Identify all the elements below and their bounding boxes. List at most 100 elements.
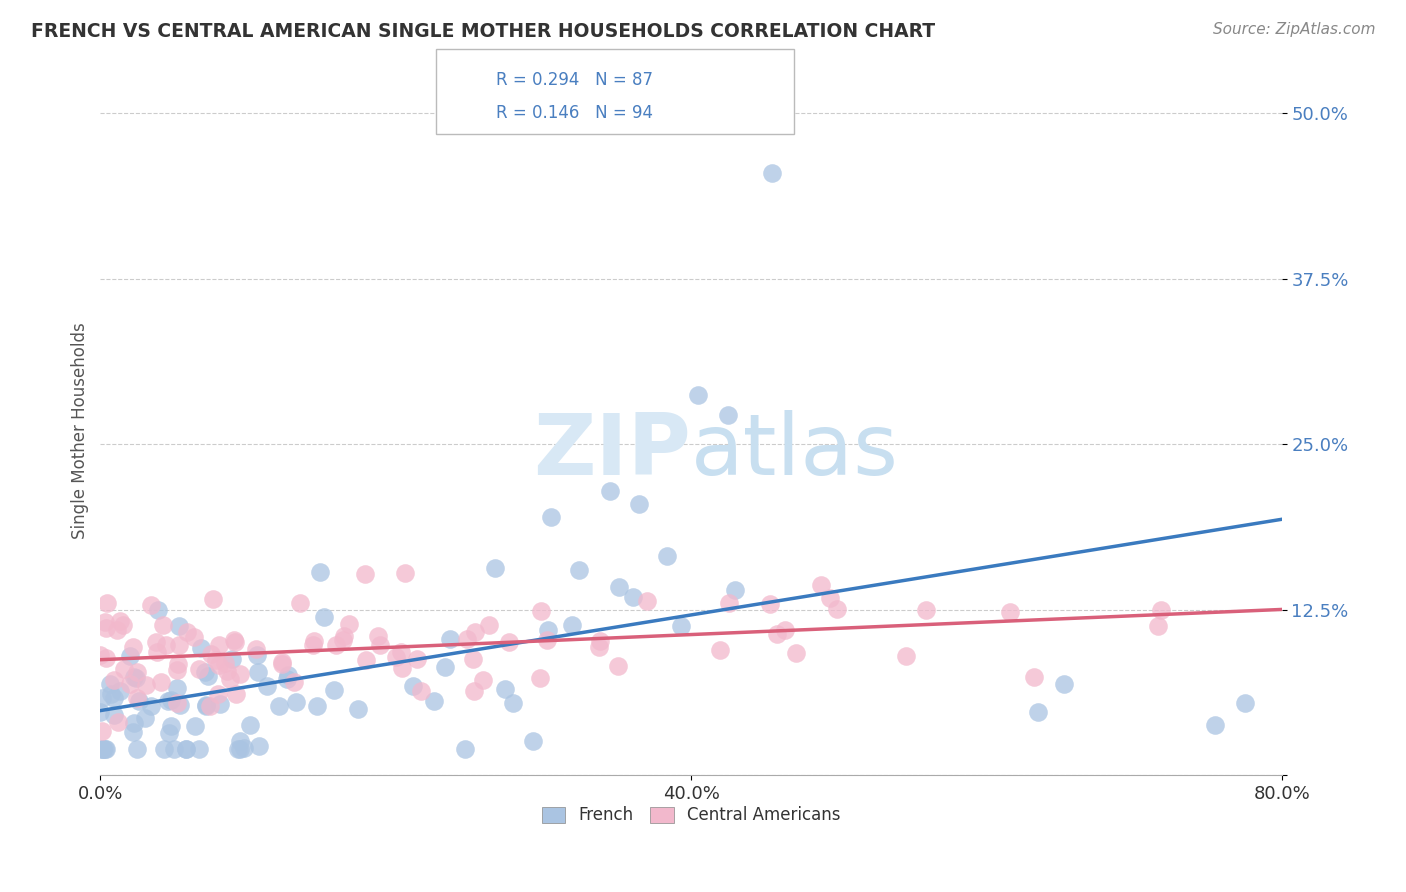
Point bbox=[785, 646, 807, 660]
Point bbox=[108, 614, 131, 628]
Point bbox=[394, 566, 416, 580]
Point bbox=[121, 640, 143, 654]
Point bbox=[290, 596, 312, 610]
Point bbox=[456, 632, 478, 646]
Point bbox=[219, 673, 242, 687]
Point bbox=[221, 652, 243, 666]
Point bbox=[134, 711, 156, 725]
Point bbox=[249, 739, 271, 754]
Point bbox=[93, 742, 115, 756]
Point bbox=[125, 665, 148, 680]
Point bbox=[93, 615, 115, 630]
Point bbox=[669, 618, 692, 632]
Point bbox=[174, 742, 197, 756]
Point bbox=[94, 742, 117, 756]
Point bbox=[183, 630, 205, 644]
Point bbox=[222, 633, 245, 648]
Point bbox=[155, 639, 177, 653]
Point bbox=[157, 725, 180, 739]
Point bbox=[229, 742, 252, 756]
Point bbox=[304, 634, 326, 648]
Legend: French, Central Americans: French, Central Americans bbox=[533, 798, 849, 832]
Point bbox=[434, 659, 457, 673]
Point bbox=[322, 682, 344, 697]
Point bbox=[494, 681, 516, 696]
Point bbox=[463, 684, 485, 698]
Text: R = 0.146   N = 94: R = 0.146 N = 94 bbox=[496, 103, 654, 121]
Text: R = 0.294   N = 87: R = 0.294 N = 87 bbox=[496, 71, 654, 89]
Point bbox=[120, 677, 142, 691]
Point bbox=[100, 687, 122, 701]
Point bbox=[717, 408, 740, 422]
Point bbox=[724, 583, 747, 598]
Point bbox=[245, 642, 267, 657]
Point bbox=[110, 683, 132, 698]
Point bbox=[149, 674, 172, 689]
Point bbox=[174, 742, 197, 756]
Point bbox=[498, 635, 520, 649]
Point bbox=[94, 742, 117, 756]
Point bbox=[759, 598, 782, 612]
Point bbox=[810, 578, 832, 592]
Point bbox=[246, 648, 269, 663]
Point bbox=[536, 632, 558, 647]
Point bbox=[522, 734, 544, 748]
Point bbox=[207, 687, 229, 701]
Point bbox=[621, 590, 644, 604]
Point bbox=[761, 165, 783, 179]
Point bbox=[502, 696, 524, 710]
Point bbox=[103, 691, 125, 706]
Point bbox=[655, 549, 678, 563]
Point bbox=[461, 652, 484, 666]
Point bbox=[91, 742, 114, 756]
Point bbox=[208, 638, 231, 652]
Point bbox=[105, 623, 128, 637]
Point bbox=[195, 698, 218, 713]
Point bbox=[166, 681, 188, 695]
Point bbox=[478, 617, 501, 632]
Point bbox=[766, 627, 789, 641]
Point bbox=[312, 610, 335, 624]
Point bbox=[200, 647, 222, 661]
Point bbox=[127, 691, 149, 706]
Point bbox=[529, 671, 551, 685]
Point bbox=[589, 634, 612, 648]
Point bbox=[169, 698, 191, 713]
Point bbox=[141, 598, 163, 612]
Point bbox=[775, 624, 797, 638]
Point bbox=[588, 640, 610, 655]
Point bbox=[89, 648, 111, 662]
Point bbox=[302, 638, 325, 652]
Point bbox=[184, 718, 207, 732]
Point bbox=[160, 693, 183, 707]
Point bbox=[135, 678, 157, 692]
Point bbox=[1026, 705, 1049, 719]
Point bbox=[239, 718, 262, 732]
Point bbox=[208, 658, 231, 673]
Point bbox=[325, 638, 347, 652]
Point bbox=[484, 561, 506, 575]
Point bbox=[606, 659, 628, 673]
Point bbox=[188, 742, 211, 756]
Point bbox=[166, 696, 188, 710]
Point bbox=[1022, 670, 1045, 684]
Point bbox=[607, 580, 630, 594]
Point bbox=[194, 665, 217, 679]
Text: FRENCH VS CENTRAL AMERICAN SINGLE MOTHER HOUSEHOLDS CORRELATION CHART: FRENCH VS CENTRAL AMERICAN SINGLE MOTHER… bbox=[31, 22, 935, 41]
Point bbox=[167, 618, 190, 632]
Point bbox=[540, 510, 562, 524]
Point bbox=[176, 624, 198, 639]
Point bbox=[208, 697, 231, 711]
Point bbox=[409, 683, 432, 698]
Point bbox=[709, 643, 731, 657]
Point bbox=[187, 662, 209, 676]
Point bbox=[368, 639, 391, 653]
Point bbox=[96, 621, 118, 635]
Point bbox=[332, 633, 354, 648]
Point bbox=[406, 652, 429, 666]
Point bbox=[537, 624, 560, 638]
Point bbox=[636, 594, 658, 608]
Point bbox=[157, 694, 180, 708]
Point bbox=[333, 629, 356, 643]
Text: ZIP: ZIP bbox=[533, 410, 690, 493]
